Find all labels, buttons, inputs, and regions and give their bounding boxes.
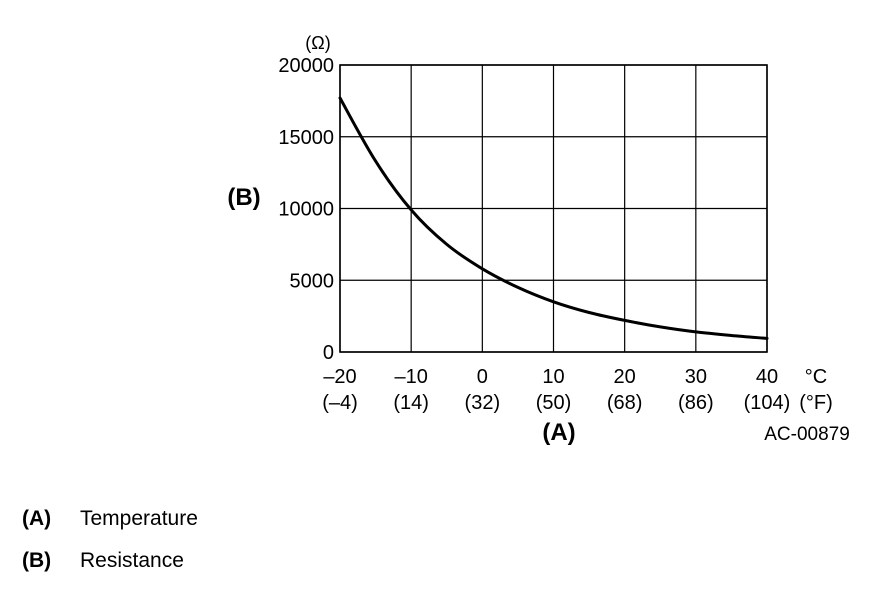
x-unit-fahrenheit: (°F) bbox=[799, 392, 833, 414]
y-tick-labels: 0 5000 10000 15000 20000 bbox=[278, 55, 334, 364]
legend-text-temperature: Temperature bbox=[80, 507, 198, 530]
legend-row-resistance: (B) Resistance bbox=[22, 545, 198, 587]
figure-code: AC-00879 bbox=[764, 424, 850, 445]
x-tick-label-fahrenheit: (68) bbox=[607, 392, 643, 414]
x-tick-label-celsius: 30 bbox=[685, 366, 707, 388]
x-tick-labels: –20 (–4) –10 (14) 0 (32) 10 (50) 20 (68) 30 (86) 40 (… bbox=[322, 366, 790, 414]
x-tick-label-fahrenheit: (104) bbox=[744, 392, 791, 414]
x-tick-label-celsius: –10 bbox=[394, 366, 427, 388]
x-tick-label-fahrenheit: (14) bbox=[393, 392, 429, 414]
x-tick-label-celsius: 10 bbox=[542, 366, 564, 388]
y-axis-letter: (B) bbox=[227, 184, 260, 211]
y-tick-label: 20000 bbox=[278, 55, 334, 77]
x-tick-label-fahrenheit: (50) bbox=[536, 392, 572, 414]
x-tick-label-fahrenheit: (86) bbox=[678, 392, 714, 414]
y-tick-label: 0 bbox=[323, 342, 334, 364]
legend-row-temperature: (A) Temperature bbox=[22, 503, 198, 545]
resistance-curve bbox=[338, 96, 769, 340]
legend-key-a: (A) bbox=[22, 507, 52, 530]
x-tick-label-celsius: –20 bbox=[323, 366, 356, 388]
x-tick-label-celsius: 0 bbox=[477, 366, 488, 388]
grid bbox=[339, 64, 768, 353]
y-tick-label: 5000 bbox=[290, 270, 335, 292]
x-tick-label-celsius: 40 bbox=[756, 366, 778, 388]
x-axis-letter: (A) bbox=[542, 419, 575, 446]
x-tick-label-celsius: 20 bbox=[614, 366, 636, 388]
plot-frame bbox=[339, 64, 768, 353]
x-unit-celsius: °C bbox=[805, 366, 827, 388]
x-tick-label-fahrenheit: (32) bbox=[465, 392, 501, 414]
y-tick-label: 10000 bbox=[278, 199, 334, 221]
legend-text-resistance: Resistance bbox=[80, 549, 184, 572]
x-tick-label-fahrenheit: (–4) bbox=[322, 392, 358, 414]
legend: (A) Temperature (B) Resistance bbox=[22, 503, 198, 587]
y-tick-label: 15000 bbox=[278, 127, 334, 149]
legend-key-b: (B) bbox=[22, 549, 52, 572]
y-unit-label: (Ω) bbox=[305, 33, 330, 53]
